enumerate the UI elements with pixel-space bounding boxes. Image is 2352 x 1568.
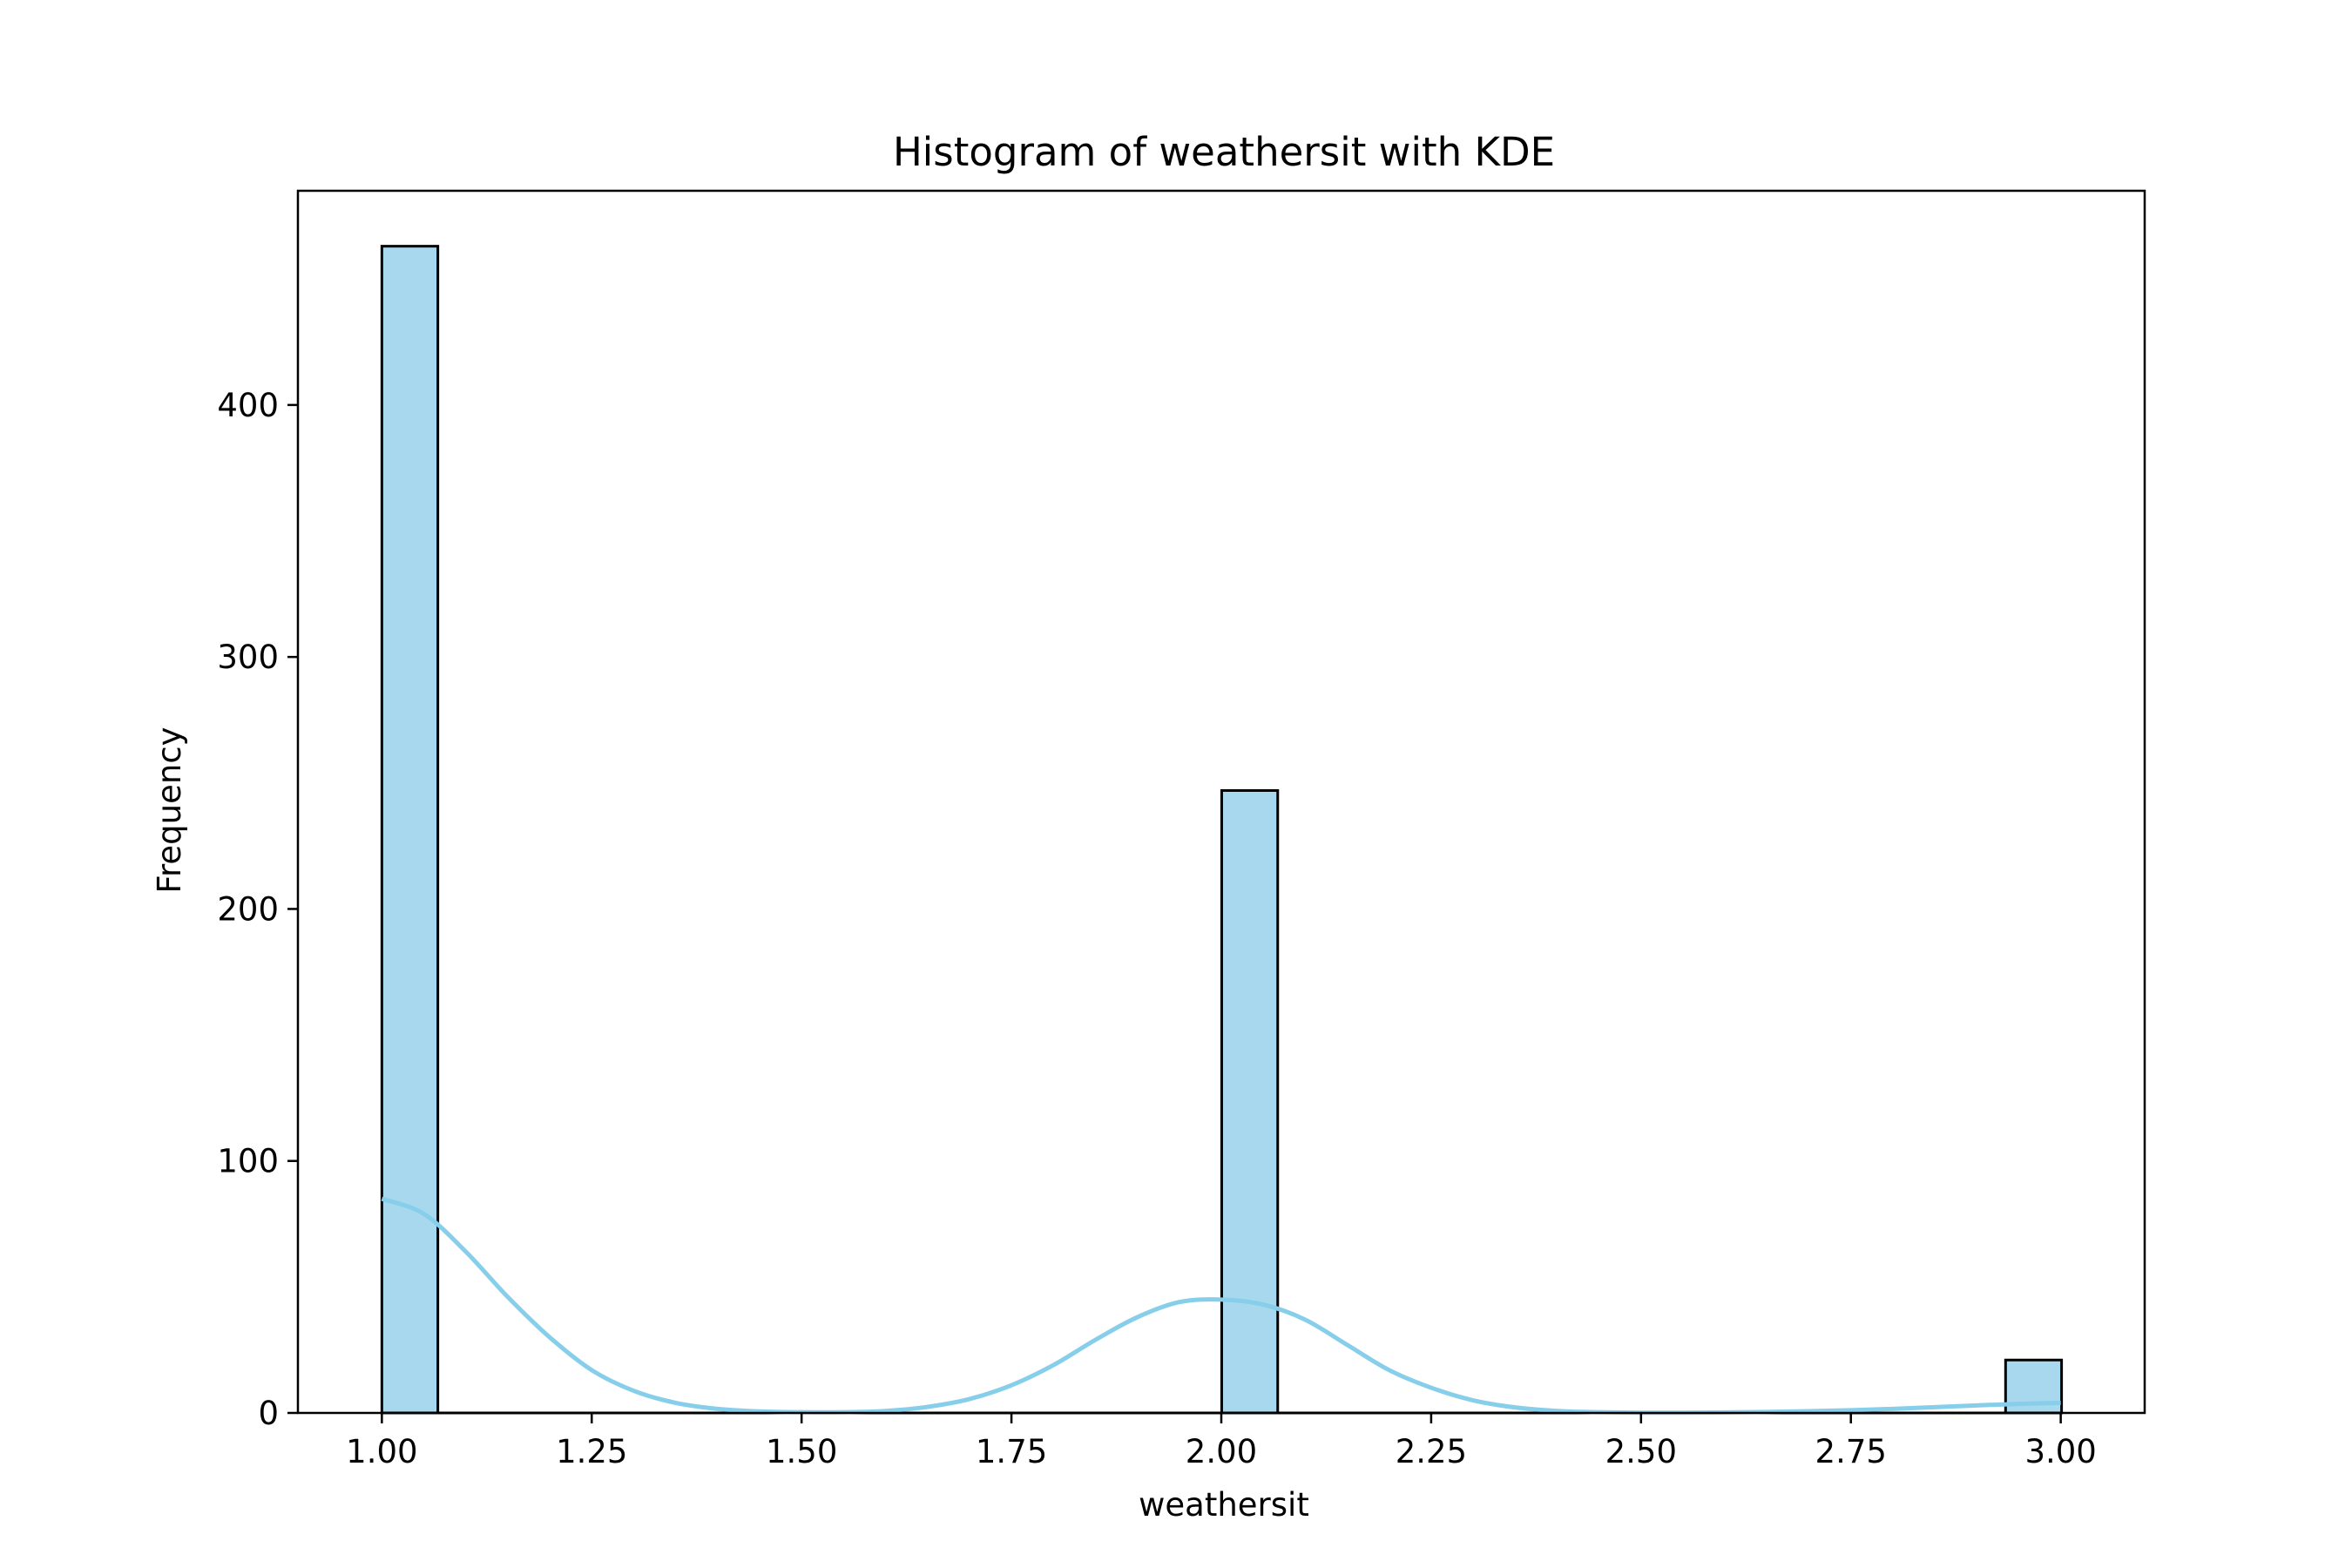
kde-curve <box>381 1196 2061 1416</box>
x-tick-label: 2.50 <box>1605 1433 1677 1470</box>
histogram-bar <box>380 245 440 1415</box>
x-tick-label: 1.00 <box>346 1433 417 1470</box>
x-axis-label: weathersit <box>1139 1486 1309 1524</box>
y-tick-label: 100 <box>217 1143 279 1180</box>
x-tick-label: 1.50 <box>766 1433 837 1470</box>
x-tick-label: 1.75 <box>976 1433 1047 1470</box>
y-axis-label: Frequency <box>151 727 188 893</box>
x-axis: 1.00 1.25 1.50 1.75 2.00 2.25 2.50 2.75 3.00 <box>346 1413 2097 1470</box>
x-tick-label: 2.75 <box>1815 1433 1887 1470</box>
x-tick-label: 2.25 <box>1396 1433 1467 1470</box>
x-tick-label: 2.00 <box>1186 1433 1257 1470</box>
chart-title: Histogram of weathersit with KDE <box>893 129 1555 175</box>
histogram-bars <box>380 245 2064 1415</box>
y-tick-label: 200 <box>217 890 279 928</box>
x-tick-label: 3.00 <box>2024 1433 2096 1470</box>
histogram-bar <box>1220 788 1280 1415</box>
x-tick-label: 1.25 <box>556 1433 627 1470</box>
plot-frame <box>296 189 2146 1415</box>
y-tick-label: 300 <box>217 639 279 676</box>
y-tick-label: 0 <box>258 1395 279 1432</box>
y-tick-label: 400 <box>217 387 279 424</box>
y-axis: 0 100 200 300 400 <box>217 387 298 1432</box>
